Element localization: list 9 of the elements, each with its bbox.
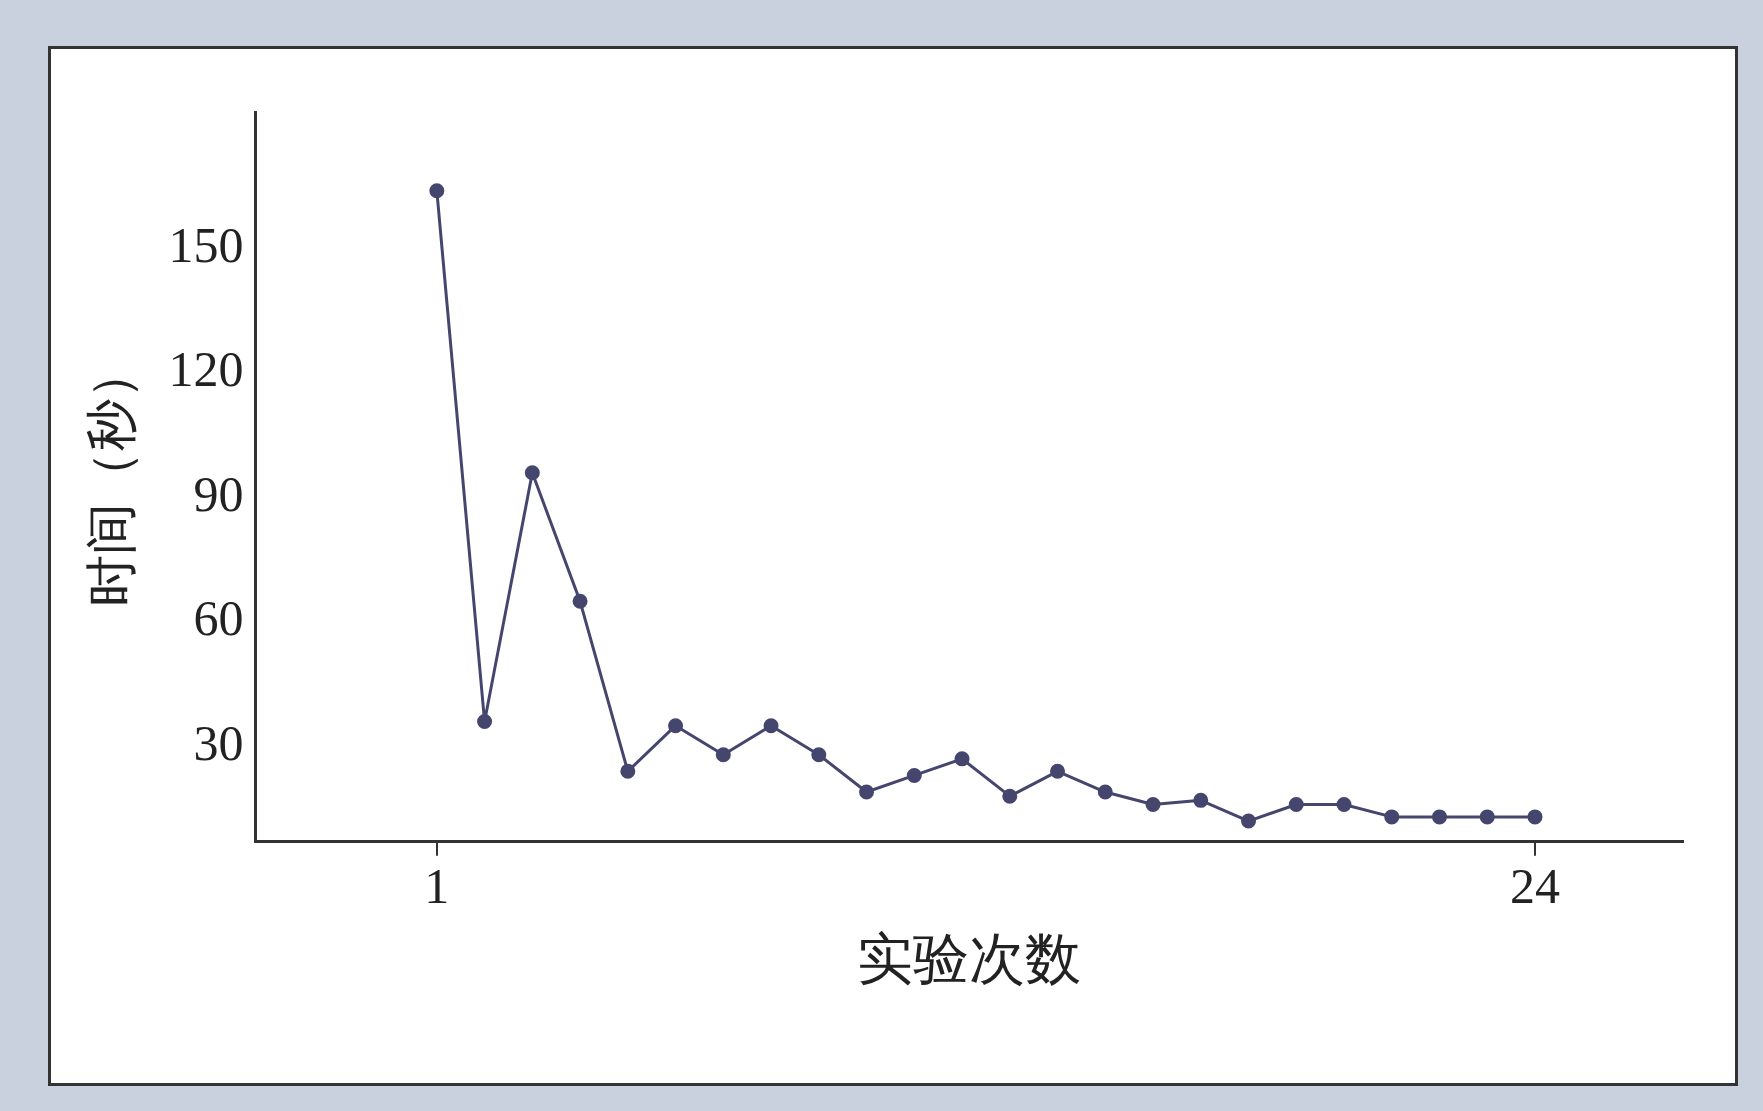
y-tick-label: 30	[193, 714, 244, 771]
y-tick-label: 90	[193, 465, 244, 522]
x-axis-title: 实验次数	[857, 925, 1082, 991]
x-tick-label: 1	[424, 857, 450, 914]
y-tick-label: 60	[193, 590, 244, 647]
y-tick-label: 150	[168, 216, 244, 273]
y-axis-title: 时间（秒）	[80, 346, 141, 607]
y-tick-label: 120	[168, 341, 244, 398]
x-tick-label: 24	[1509, 857, 1560, 914]
